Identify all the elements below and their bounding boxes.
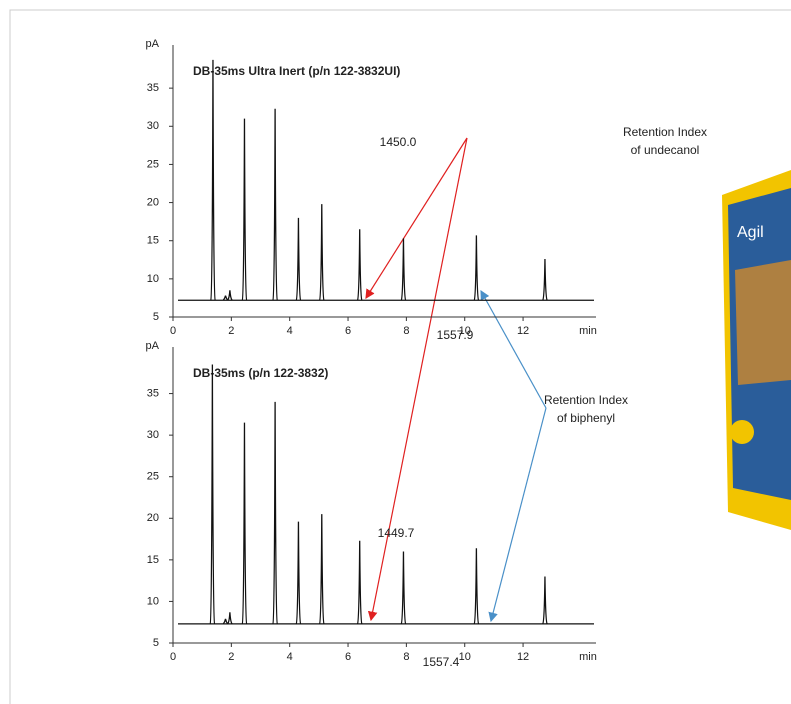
- peak: [295, 521, 302, 625]
- x-tick-label: 8: [403, 651, 409, 663]
- y-tick-label: 15: [147, 235, 159, 247]
- x-tick-label: 6: [345, 651, 351, 663]
- peak: [209, 364, 216, 625]
- y-tick-label: 30: [147, 120, 159, 132]
- peak: [241, 422, 248, 625]
- y-axis-label: pA: [146, 38, 160, 50]
- peak: [318, 514, 325, 625]
- y-tick-label: 5: [153, 637, 159, 649]
- y-tick-label: 5: [153, 311, 159, 323]
- x-tick-label: 2: [228, 651, 234, 663]
- peak: [318, 204, 325, 301]
- x-tick-label: 6: [345, 325, 351, 337]
- x-tick-label: 12: [517, 325, 529, 337]
- x-tick-label: 0: [170, 651, 176, 663]
- annotation: Retention Index: [623, 125, 707, 139]
- peak: [222, 618, 229, 625]
- y-tick-label: 10: [147, 273, 159, 285]
- peak: [400, 238, 407, 301]
- x-tick-label: 4: [287, 651, 293, 663]
- peak: [227, 612, 233, 625]
- y-tick-label: 30: [147, 429, 159, 441]
- peak: [356, 540, 363, 625]
- y-axis-label: pA: [146, 340, 160, 352]
- peak: [272, 401, 278, 625]
- peak: [295, 217, 302, 301]
- peak: [400, 551, 407, 625]
- y-tick-label: 25: [147, 158, 159, 170]
- annotation: 1450.0: [380, 135, 417, 149]
- arrows: [365, 137, 547, 623]
- x-axis-label: min: [579, 325, 597, 337]
- peak: [222, 295, 229, 301]
- peak: [473, 548, 480, 625]
- x-tick-label: 10: [459, 651, 471, 663]
- annotation: 1557.4: [423, 655, 460, 669]
- peak: [542, 259, 548, 301]
- y-tick-label: 35: [147, 82, 159, 94]
- peak: [356, 229, 363, 301]
- peak: [227, 290, 233, 301]
- product-brand: Agil: [737, 224, 764, 241]
- y-tick-label: 35: [147, 387, 159, 399]
- annotation: Retention Index: [544, 393, 628, 407]
- y-tick-label: 20: [147, 512, 159, 524]
- x-tick-label: 0: [170, 325, 176, 337]
- peak: [272, 108, 278, 301]
- x-tick-label: 4: [287, 325, 293, 337]
- frame: [9, 9, 791, 704]
- annotation: 1449.7: [378, 526, 415, 540]
- x-tick-label: 10: [459, 325, 471, 337]
- peak: [473, 235, 480, 301]
- y-tick-label: 10: [147, 595, 159, 607]
- chart-title: DB-35ms (p/n 122-3832): [193, 366, 328, 380]
- chart-title: DB-35ms Ultra Inert (p/n 122-3832UI): [193, 64, 400, 78]
- y-tick-label: 25: [147, 471, 159, 483]
- y-tick-label: 20: [147, 196, 159, 208]
- peak: [542, 576, 548, 625]
- annotation: 1557.9: [437, 328, 474, 342]
- x-axis-label: min: [579, 651, 597, 663]
- x-tick-label: 2: [228, 325, 234, 337]
- product-box: Agil: [722, 170, 791, 530]
- x-tick-label: 12: [517, 651, 529, 663]
- annotation: of undecanol: [631, 143, 700, 157]
- peak: [241, 118, 248, 301]
- x-tick-label: 8: [403, 325, 409, 337]
- peak: [210, 59, 216, 301]
- annotation: of biphenyl: [557, 411, 615, 425]
- y-tick-label: 15: [147, 554, 159, 566]
